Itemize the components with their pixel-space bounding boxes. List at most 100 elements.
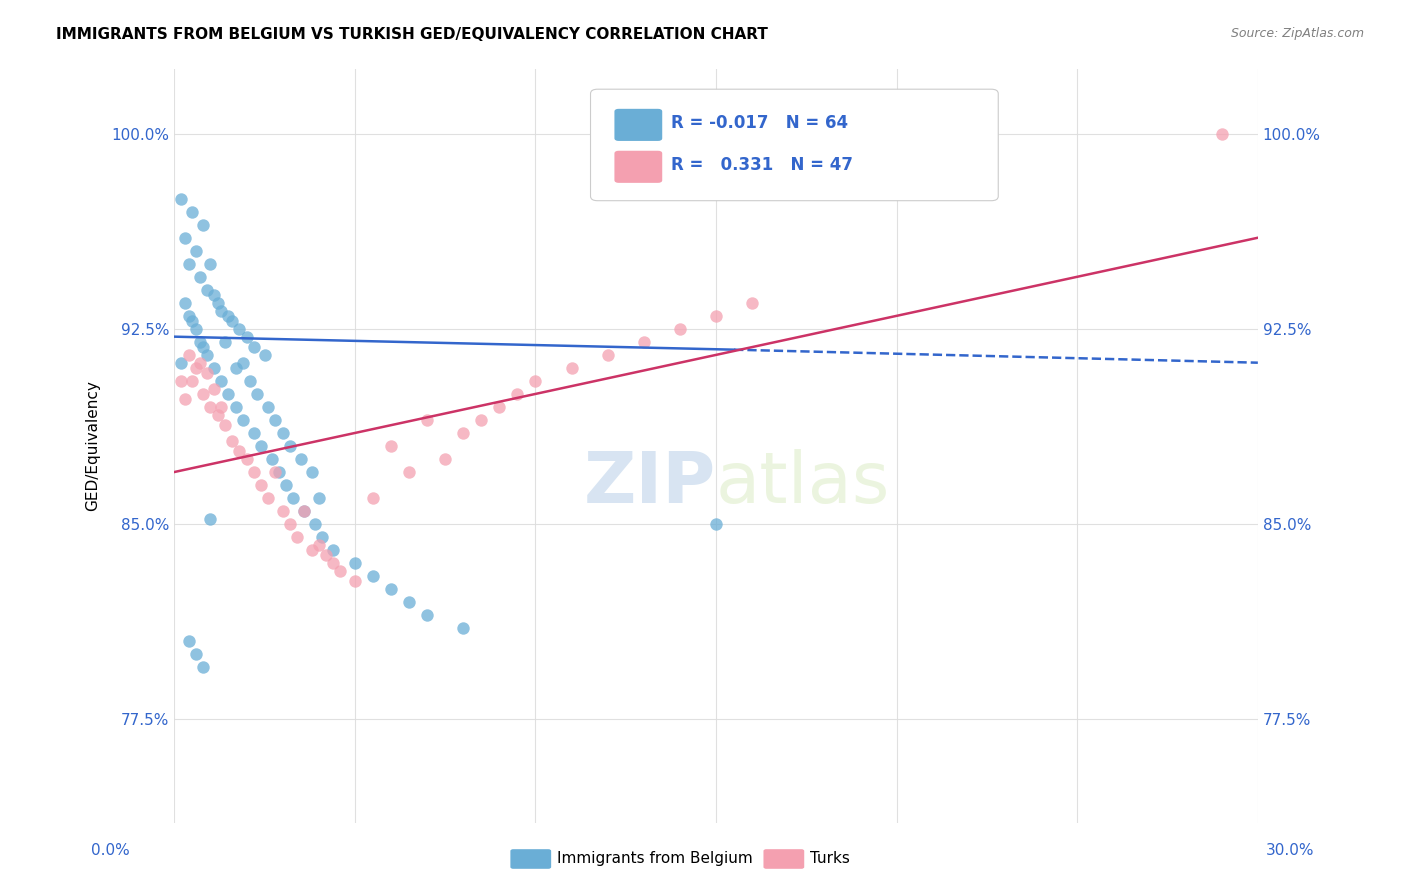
Point bbox=[181, 204, 204, 219]
Y-axis label: GED/Equivalency: GED/Equivalency bbox=[86, 381, 100, 511]
Point bbox=[260, 452, 283, 467]
Point bbox=[290, 452, 312, 467]
Point bbox=[250, 439, 273, 453]
Point bbox=[380, 439, 402, 453]
Point bbox=[315, 549, 337, 563]
Point bbox=[221, 434, 243, 448]
Point bbox=[195, 366, 218, 380]
Point bbox=[596, 348, 619, 362]
Point bbox=[416, 413, 439, 427]
Point bbox=[200, 257, 222, 271]
Point bbox=[451, 425, 474, 440]
Text: IMMIGRANTS FROM BELGIUM VS TURKISH GED/EQUIVALENCY CORRELATION CHART: IMMIGRANTS FROM BELGIUM VS TURKISH GED/E… bbox=[56, 27, 768, 42]
Point bbox=[242, 425, 264, 440]
Point bbox=[242, 340, 264, 354]
Text: atlas: atlas bbox=[716, 450, 890, 518]
Point bbox=[177, 348, 200, 362]
Point bbox=[361, 491, 384, 505]
Text: 0.0%: 0.0% bbox=[91, 843, 131, 858]
Point bbox=[434, 452, 457, 467]
Point bbox=[416, 608, 439, 623]
Point bbox=[343, 574, 366, 589]
Point bbox=[170, 192, 193, 206]
Text: ZIP: ZIP bbox=[583, 450, 716, 518]
Point bbox=[184, 647, 207, 661]
Text: Turks: Turks bbox=[810, 851, 849, 866]
Text: R = -0.017   N = 64: R = -0.017 N = 64 bbox=[671, 114, 848, 132]
Point bbox=[177, 634, 200, 648]
Point bbox=[181, 314, 204, 328]
Point bbox=[264, 413, 287, 427]
Point bbox=[184, 244, 207, 258]
Point bbox=[308, 491, 330, 505]
Point bbox=[329, 564, 352, 578]
Point bbox=[214, 418, 236, 433]
Point bbox=[276, 478, 298, 492]
Point bbox=[267, 465, 290, 479]
Point bbox=[561, 360, 583, 375]
Point bbox=[228, 444, 250, 458]
Point bbox=[177, 257, 200, 271]
Point bbox=[193, 340, 215, 354]
Point bbox=[209, 400, 232, 414]
Point bbox=[292, 504, 315, 518]
Point bbox=[181, 374, 204, 388]
Point bbox=[488, 400, 510, 414]
Point bbox=[214, 334, 236, 349]
Point bbox=[200, 400, 222, 414]
Point bbox=[398, 465, 420, 479]
Point bbox=[221, 314, 243, 328]
Text: R =   0.331   N = 47: R = 0.331 N = 47 bbox=[671, 156, 852, 174]
Point bbox=[246, 387, 269, 401]
Text: Immigrants from Belgium: Immigrants from Belgium bbox=[557, 851, 752, 866]
Point bbox=[301, 543, 323, 558]
Point bbox=[741, 295, 763, 310]
Point bbox=[207, 295, 229, 310]
Point bbox=[398, 595, 420, 609]
Point bbox=[304, 517, 326, 532]
Point bbox=[283, 491, 305, 505]
Point bbox=[278, 517, 301, 532]
Point bbox=[209, 374, 232, 388]
Point bbox=[188, 334, 211, 349]
Point bbox=[322, 556, 344, 570]
Point bbox=[343, 556, 366, 570]
Point bbox=[232, 413, 254, 427]
Point bbox=[235, 329, 257, 343]
Point bbox=[174, 295, 197, 310]
Point bbox=[308, 538, 330, 552]
Point bbox=[250, 478, 273, 492]
Point bbox=[704, 309, 727, 323]
Point bbox=[301, 465, 323, 479]
Point bbox=[242, 465, 264, 479]
Point bbox=[174, 392, 197, 406]
Point bbox=[361, 569, 384, 583]
Point bbox=[184, 322, 207, 336]
Point bbox=[470, 413, 492, 427]
Point bbox=[271, 425, 294, 440]
Point bbox=[193, 218, 215, 232]
Point bbox=[188, 356, 211, 370]
Point bbox=[704, 517, 727, 532]
Point bbox=[228, 322, 250, 336]
Point bbox=[195, 348, 218, 362]
Point bbox=[271, 504, 294, 518]
Point bbox=[202, 382, 225, 396]
Point bbox=[278, 439, 301, 453]
Point bbox=[193, 387, 215, 401]
Point bbox=[235, 452, 257, 467]
Point bbox=[506, 387, 529, 401]
Point bbox=[209, 303, 232, 318]
Point bbox=[285, 530, 308, 544]
Point bbox=[451, 621, 474, 635]
Point bbox=[239, 374, 262, 388]
Point bbox=[217, 387, 239, 401]
Point bbox=[225, 360, 247, 375]
Point bbox=[669, 322, 692, 336]
Point bbox=[264, 465, 287, 479]
Point bbox=[202, 288, 225, 302]
Point bbox=[177, 309, 200, 323]
Point bbox=[184, 360, 207, 375]
Point bbox=[170, 356, 193, 370]
Point bbox=[292, 504, 315, 518]
